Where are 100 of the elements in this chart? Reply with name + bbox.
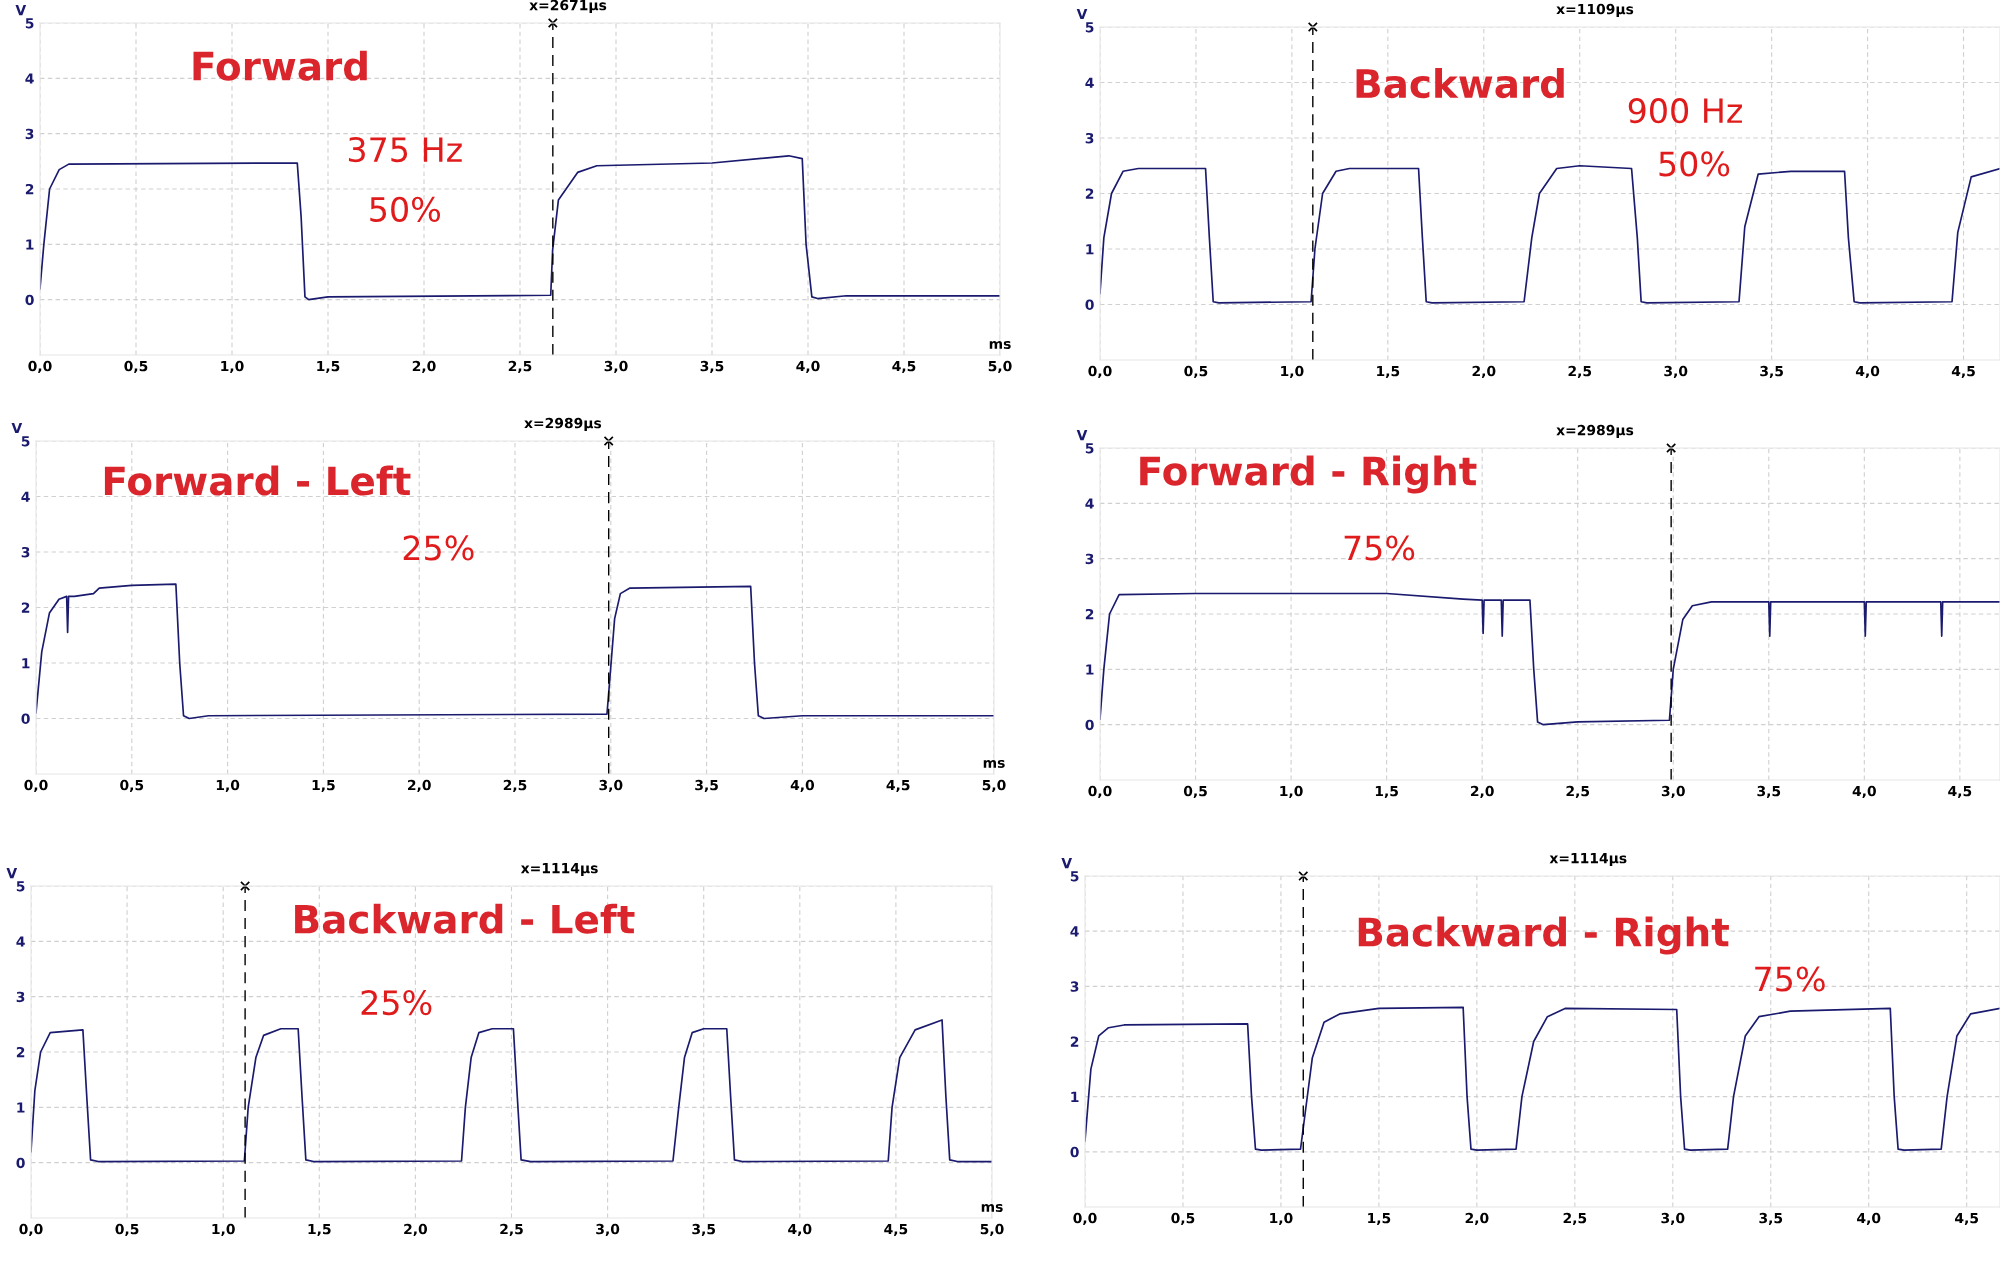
y-tick-label: 5 (25, 18, 34, 29)
x-tick-label: 1,5 (312, 779, 335, 793)
x-tick-label: 1,0 (216, 779, 240, 793)
x-tick-label: 4,0 (788, 1223, 812, 1237)
annotation: 75% (1344, 535, 1415, 561)
x-tick-label: 0,0 (1073, 1212, 1097, 1226)
y-tick-label: 3 (1085, 553, 1094, 565)
x-tick-label: 3,0 (1664, 365, 1688, 379)
annotation: 900 Hz (1628, 98, 1742, 124)
y-tick-label: 1 (1071, 1091, 1079, 1102)
x-tick-label: 3,5 (1760, 365, 1783, 379)
y-tick-label: 4 (1085, 498, 1094, 509)
x-tick-label: 1,0 (212, 1223, 235, 1237)
x-tick-label: 2,5 (1566, 785, 1590, 799)
annotation: 50% (370, 196, 440, 222)
x-tick-label: 5,0 (980, 1223, 1004, 1237)
y-tick-label: 1 (1086, 244, 1094, 255)
y-tick-label: 5 (1070, 871, 1079, 882)
chart-title: Forward - Right (1140, 455, 1477, 494)
x-tick-label: 3,0 (599, 779, 623, 793)
y-tick-label: 4 (1085, 77, 1094, 88)
x-tick-label: 0,5 (120, 779, 144, 793)
x-tick-label: 4,5 (1955, 1212, 1979, 1226)
x-tick-label: 3,0 (604, 360, 628, 374)
y-tick-label: 2 (1085, 608, 1094, 620)
text: Backward (1356, 68, 1564, 99)
x-tick-label: 3,5 (692, 1223, 716, 1237)
y-tick-label: 1 (17, 1102, 25, 1113)
x-tick-label: 3,5 (695, 779, 718, 793)
x-tick-label: 2,5 (500, 1223, 523, 1237)
x-tick-label: 4,5 (884, 1223, 908, 1237)
x-tick-label: 0,5 (1183, 785, 1207, 799)
x-tick-label: 4,0 (796, 360, 820, 374)
text: Forward - Left (104, 465, 411, 496)
annotation: 25% (403, 535, 474, 561)
x-tick-label: 5,0 (988, 360, 1012, 374)
y-axis-title: V (1076, 430, 1088, 441)
ref-line-label: x=1109µs (1556, 3, 1634, 18)
ref-line-label: x=1114µs (520, 863, 598, 877)
y-tick-label: 2 (25, 183, 34, 195)
annotation: 25% (361, 989, 432, 1016)
y-tick-label: 0 (16, 1157, 25, 1169)
x-tick-label: 0,5 (115, 1223, 139, 1237)
x-tick-label: 4,5 (892, 360, 916, 374)
y-axis-title: V (1076, 8, 1088, 20)
y-axis-title: V (11, 422, 23, 434)
line-series (1100, 592, 2000, 726)
y-tick-label: 3 (1070, 981, 1079, 992)
y-tick-label: 3 (1085, 132, 1094, 144)
x-tick-label: 3,0 (1661, 785, 1685, 799)
x-tick-label: 1,5 (317, 360, 340, 374)
line-series (31, 1019, 992, 1163)
x-tick-label: 1,5 (308, 1223, 331, 1237)
x-tick-label: 1,0 (221, 360, 244, 374)
text: Backward - Right (1358, 916, 1729, 955)
x-tick-label: 1,0 (1270, 1212, 1293, 1226)
x-tick-label: 0,0 (1088, 365, 1112, 379)
x-axis-title: ms (983, 760, 1005, 768)
x-tick-label: 0,0 (24, 779, 48, 793)
y-tick-label: 0 (1070, 1146, 1079, 1158)
x-tick-label: 1,5 (1377, 365, 1400, 379)
y-axis-title: V (6, 868, 18, 879)
x-tick-label: 2,5 (503, 779, 527, 793)
x-tick-label: 5,0 (982, 779, 1006, 793)
x-tick-label: 3,5 (700, 360, 724, 374)
text: Forward (193, 50, 367, 81)
x-axis-title: ms (989, 341, 1011, 349)
y-tick-label: 4 (1070, 926, 1079, 937)
x-tick-label: 0,0 (1088, 785, 1112, 799)
x-tick-label: 4,0 (1855, 365, 1880, 379)
x-tick-label: 3,5 (1759, 1212, 1783, 1226)
x-tick-label: 2,0 (1472, 365, 1496, 379)
y-tick-label: 5 (1085, 443, 1094, 454)
x-tick-label: 1,5 (1368, 1212, 1391, 1226)
line-series (36, 583, 994, 720)
y-tick-label: 3 (16, 991, 25, 1003)
x-tick-label: 2,0 (1465, 1212, 1489, 1226)
y-tick-label: 0 (25, 294, 34, 306)
x-tick-label: 2,5 (1568, 365, 1592, 379)
y-tick-label: 2 (21, 602, 30, 613)
line-series (1085, 1006, 2000, 1152)
x-tick-label: 0,0 (28, 360, 52, 374)
annotation: 75% (1755, 966, 1825, 992)
y-tick-label: 3 (21, 546, 30, 558)
chart-title: Backward - Left (295, 903, 635, 934)
x-tick-label: 2,0 (1470, 785, 1494, 799)
y-tick-label: 1 (26, 239, 34, 250)
x-tick-label: 2,5 (1563, 1212, 1587, 1226)
y-axis-title: V (15, 5, 27, 16)
x-tick-label: 4,5 (1948, 785, 1972, 799)
x-tick-label: 3,0 (1661, 1212, 1685, 1226)
x-tick-label: 0,5 (124, 360, 148, 374)
x-tick-label: 1,0 (1281, 365, 1304, 379)
y-tick-label: 2 (1085, 188, 1094, 199)
y-tick-label: 5 (1085, 22, 1094, 33)
y-tick-label: 3 (25, 128, 34, 140)
ref-line-label: x=2989µs (524, 417, 602, 432)
x-tick-label: 0,5 (1171, 1212, 1195, 1226)
x-tick-label: 2,0 (404, 1223, 428, 1237)
y-tick-label: 5 (16, 881, 25, 892)
